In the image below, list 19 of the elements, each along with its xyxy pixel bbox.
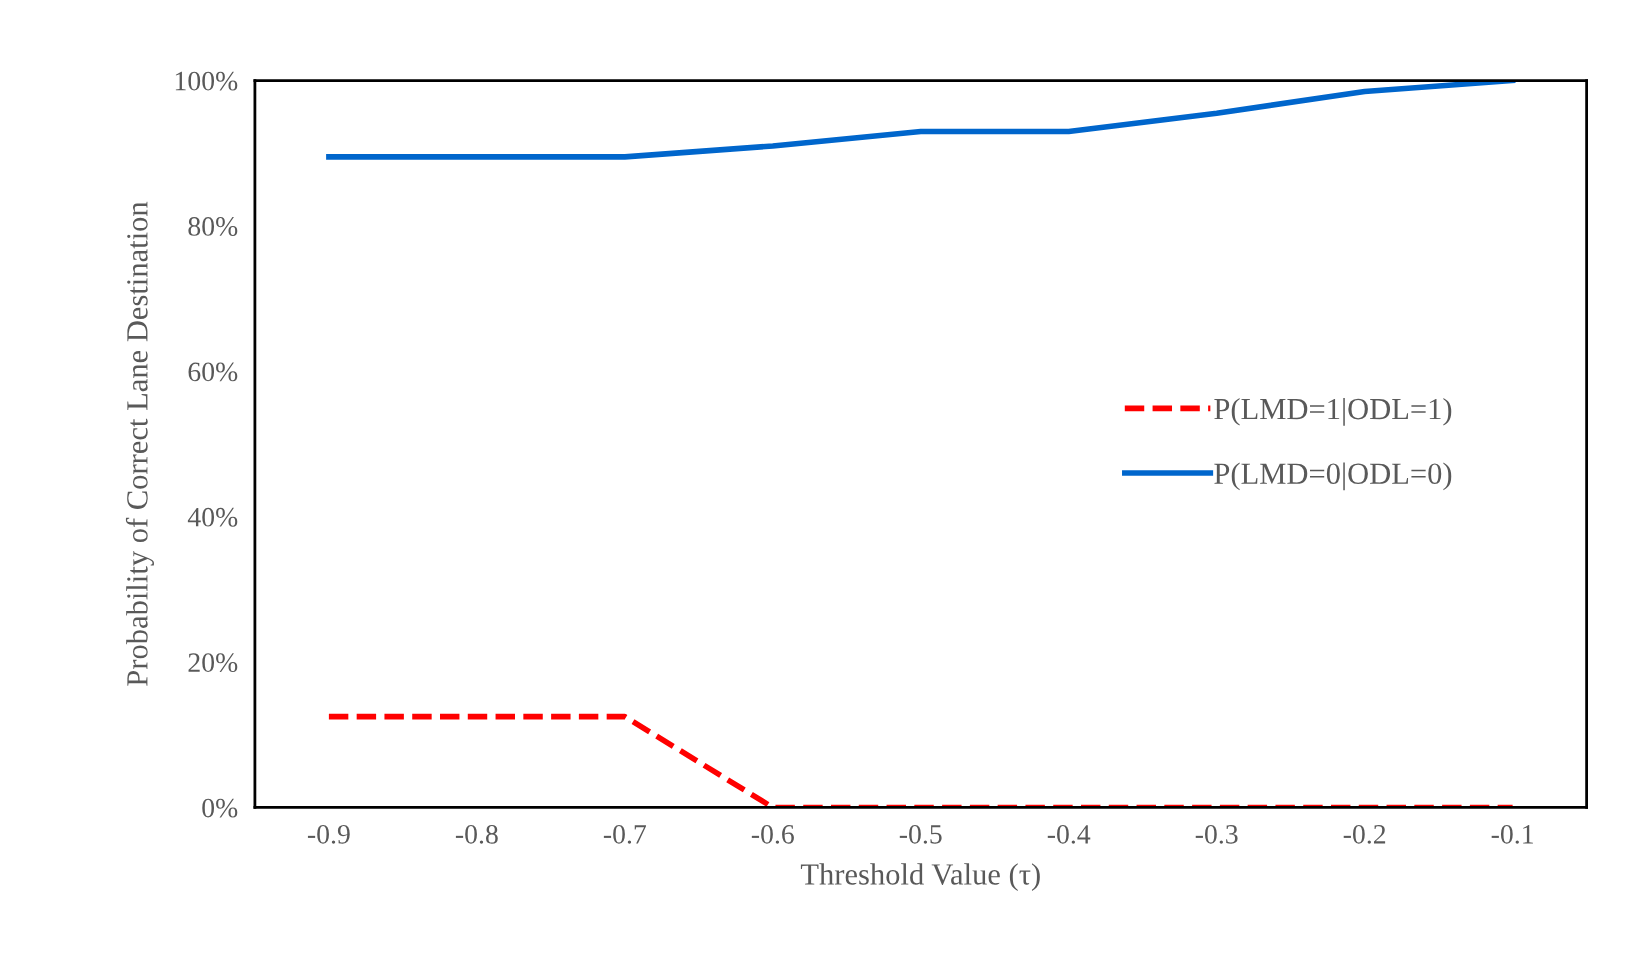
legend-label: P(LMD=1|ODL=1) [1214, 397, 1452, 426]
x-tick-label: -0.2 [1343, 824, 1386, 844]
y-axis-title: Probability of Correct Lane Destination [125, 201, 154, 686]
y-tick-label: 20% [188, 653, 238, 673]
x-axis-title: Threshold Value (τ) [800, 863, 1040, 891]
y-tick-label: 100% [175, 71, 238, 91]
x-tick-label: -0.4 [1047, 824, 1091, 844]
x-tick-label: -0.8 [455, 824, 498, 844]
x-tick-label: -0.9 [307, 824, 350, 844]
x-tick-label: -0.1 [1491, 824, 1533, 844]
y-tick-label: 80% [188, 217, 238, 236]
y-tick-label: 60% [188, 362, 238, 382]
legend-label: P(LMD=0|ODL=0) [1214, 462, 1452, 491]
x-tick-label: -0.7 [603, 824, 647, 844]
y-tick-label: 0% [202, 798, 238, 818]
y-tick-label: 40% [187, 507, 238, 527]
x-tick-label: -0.5 [899, 824, 942, 844]
x-tick-label: -0.3 [1195, 824, 1238, 844]
x-tick-label: -0.6 [751, 824, 794, 844]
